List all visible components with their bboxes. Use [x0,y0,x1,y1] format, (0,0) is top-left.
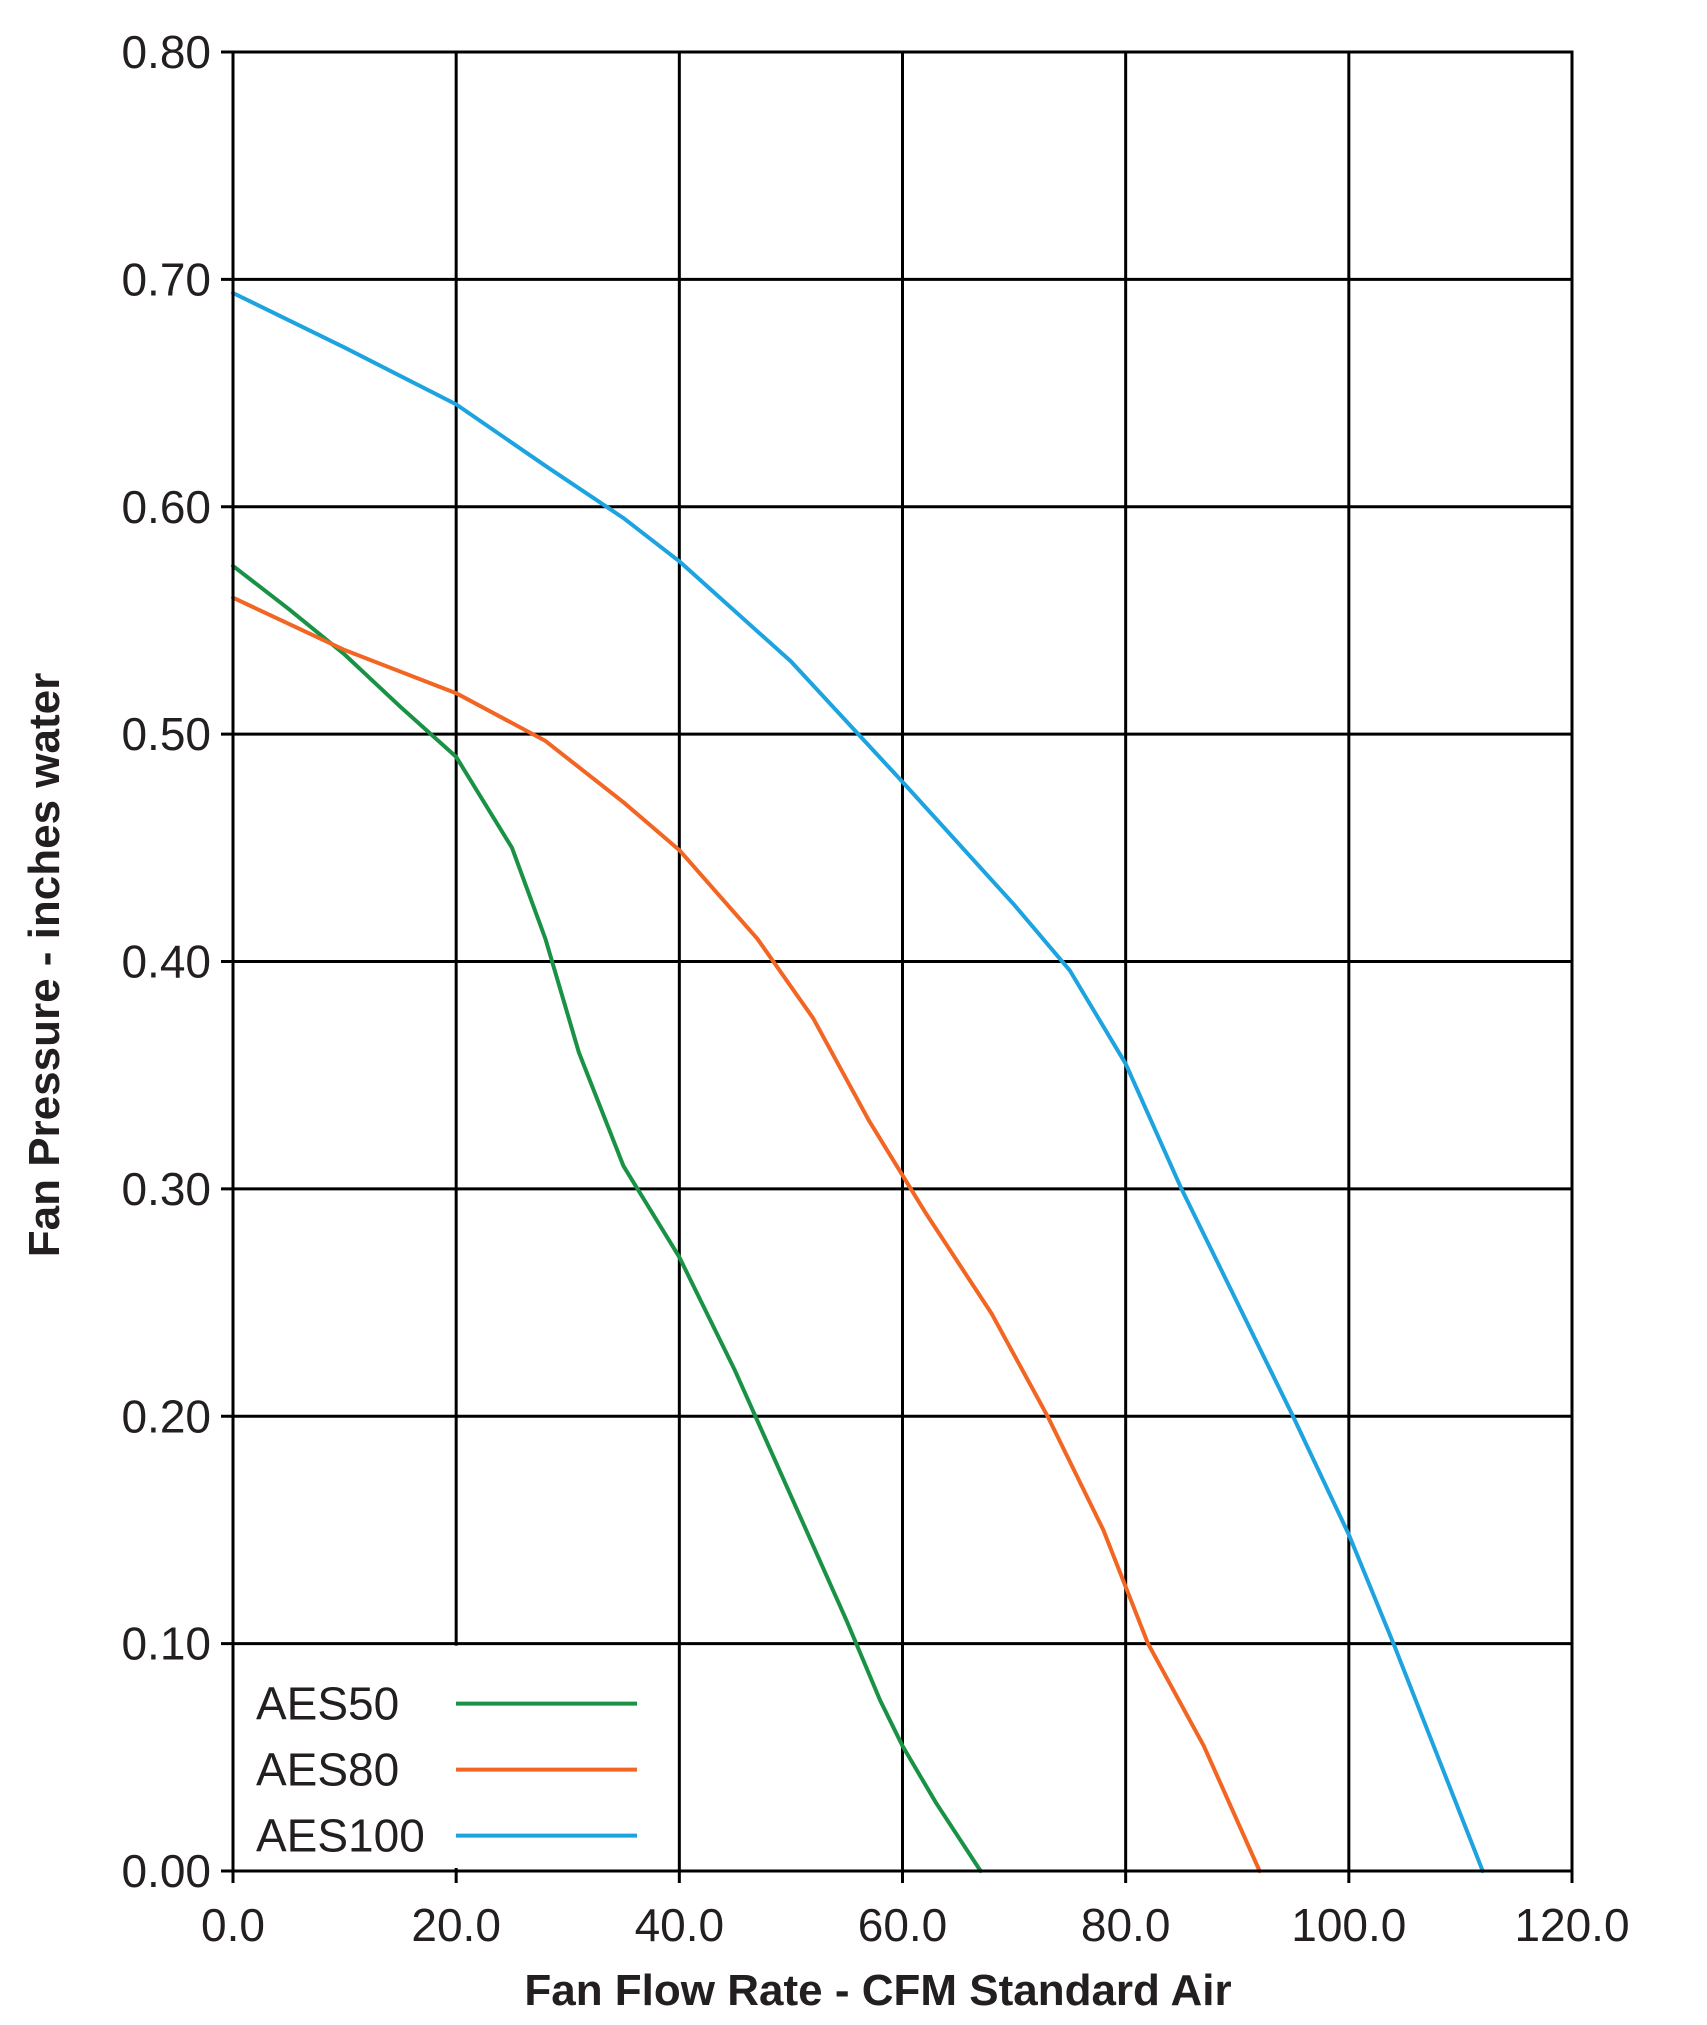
x-tick-label: 0.0 [201,1899,265,1951]
x-axis-title: Fan Flow Rate - CFM Standard Air [524,1966,1231,2015]
x-tick-label: 120.0 [1514,1899,1629,1951]
y-tick-label: 0.10 [121,1618,211,1670]
legend-label-aes100: AES100 [256,1810,425,1862]
y-tick-label: 0.70 [121,253,211,305]
x-tick-label: 40.0 [635,1899,725,1951]
series-lines [231,291,1485,1873]
y-tick-label: 0.30 [121,1163,211,1215]
x-tick-label: 20.0 [411,1899,501,1951]
y-tick-label: 0.20 [121,1390,211,1442]
legend-label-aes50: AES50 [256,1678,399,1730]
grid [233,52,1572,1871]
y-axis-title: Fan Pressure - inches water [20,673,69,1257]
y-tick-label: 0.40 [121,936,211,988]
y-tick-label: 0.00 [121,1845,211,1897]
x-tick-label: 60.0 [858,1899,948,1951]
tick-labels: 0.0 20.0 40.0 60.0 80.0 100.0 120.0 0.00 0.10 0.2… [121,26,1629,1951]
x-tick-label: 80.0 [1081,1899,1171,1951]
legend-box [236,1645,653,1868]
legend: AES50 AES80 AES100 [236,1645,653,1868]
series-line-aes50 [231,563,983,1873]
legend-label-aes80: AES80 [256,1744,399,1796]
series-line-aes80 [231,595,1262,1873]
x-tick-label: 100.0 [1291,1899,1406,1951]
series-line-aes100 [231,291,1485,1873]
y-tick-label: 0.80 [121,26,211,78]
y-tick-label: 0.50 [121,708,211,760]
y-tick-label: 0.60 [121,481,211,533]
plot-frame [221,50,1574,1883]
